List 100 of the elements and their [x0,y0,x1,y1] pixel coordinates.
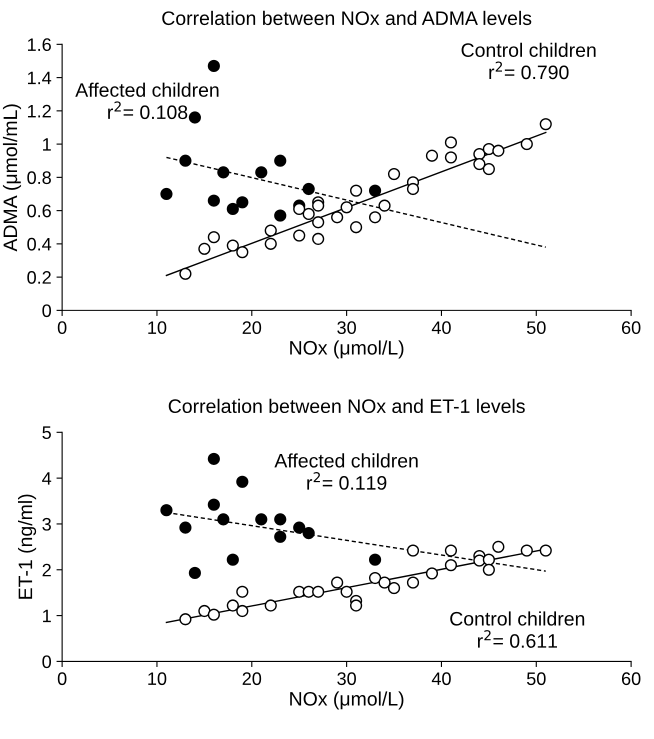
y-tick-label: 0 [42,655,52,668]
y-tick-label: 4 [42,472,52,485]
point [217,166,230,178]
x-tick-label: 40 [432,321,451,334]
point [236,196,248,208]
point [388,582,400,594]
point [236,476,248,488]
x-tick-label: 0 [58,321,66,334]
point [540,544,552,557]
point [406,544,420,557]
point [482,143,495,156]
point [302,527,315,540]
point [208,60,220,72]
x-tick-label: 0 [58,672,66,686]
point [236,246,248,258]
chart-title: Correlation between NOx and ET-1 levels [168,398,525,414]
point [208,231,220,244]
y-tick-label: 1.6 [28,38,51,52]
point [444,544,458,557]
point [236,586,248,598]
point [368,554,382,566]
x-axis-title: NOx (μmol/L) [290,340,404,359]
point [274,530,286,543]
point [293,229,306,242]
point [312,232,324,245]
point [188,566,201,580]
point [378,576,391,589]
x-tick-label: 60 [622,321,640,334]
point [350,599,362,612]
x-tick-label: 30 [337,672,356,686]
annotation: Control children r$^{2}$= 0.790 [462,42,596,80]
y-tick-label: 1.2 [28,104,51,118]
point [350,184,362,197]
point [264,599,277,612]
point [482,554,495,566]
y-tick-label: 5 [42,426,51,440]
y-tick-label: 0.4 [27,238,52,251]
point [226,239,239,252]
point [274,154,286,167]
annotation: Affected children r$^{2}$= 0.108 [75,82,218,120]
point [255,166,268,178]
point [444,151,458,164]
x-tick-label: 40 [432,672,451,686]
point [179,268,192,280]
point [340,586,353,598]
y-tick-label: 0.2 [27,271,51,284]
point [312,586,324,598]
x-tick-label: 50 [526,321,546,334]
point [444,559,458,572]
point [198,242,210,255]
point [226,202,239,216]
point [340,201,353,214]
y-axis-title: ADMA (μmol/mL) [2,104,22,252]
x-tick-label: 30 [337,321,356,334]
annotation: Control children r$^{2}$= 0.611 [450,611,584,648]
point [482,564,495,576]
y-axis-title: ET-1 (ng/ml) [18,494,36,599]
point [492,144,504,157]
x-tick-label: 10 [148,321,166,334]
point [208,194,220,207]
x-tick-label: 60 [622,672,640,686]
x-tick-label: 10 [148,672,166,686]
point [406,182,420,196]
point [492,540,504,553]
x-tick-label: 20 [242,672,262,686]
point [368,572,382,584]
point [274,513,286,526]
x-tick-label: 20 [242,321,262,334]
point [520,544,533,557]
point [208,608,220,621]
point [540,118,552,130]
x-tick-label: 50 [526,672,546,686]
point [473,158,486,170]
point [331,211,344,224]
point [274,210,286,222]
point [426,567,438,580]
point [264,224,277,237]
point [331,576,344,589]
point [208,452,220,465]
point [179,154,192,167]
point [312,216,324,228]
point [444,136,458,149]
y-tick-label: 1.4 [28,72,52,84]
y-tick-label: 0 [42,304,52,318]
point [520,138,533,150]
point [350,221,362,234]
y-tick-label: 0.6 [27,204,51,218]
point [160,188,173,200]
point [217,513,230,526]
point [302,208,315,220]
point [368,184,382,197]
annotation: Affected children r$^{2}$= 0.119 [274,453,418,490]
y-tick-label: 2 [42,564,51,576]
point [208,498,220,511]
point [198,604,210,618]
point [406,576,420,589]
x-axis-title: NOx (μmol/L) [290,691,404,710]
point [255,513,268,526]
y-tick-label: 0.8 [27,171,51,184]
chart-title: Correlation between NOx and ADMA levels [162,10,532,26]
